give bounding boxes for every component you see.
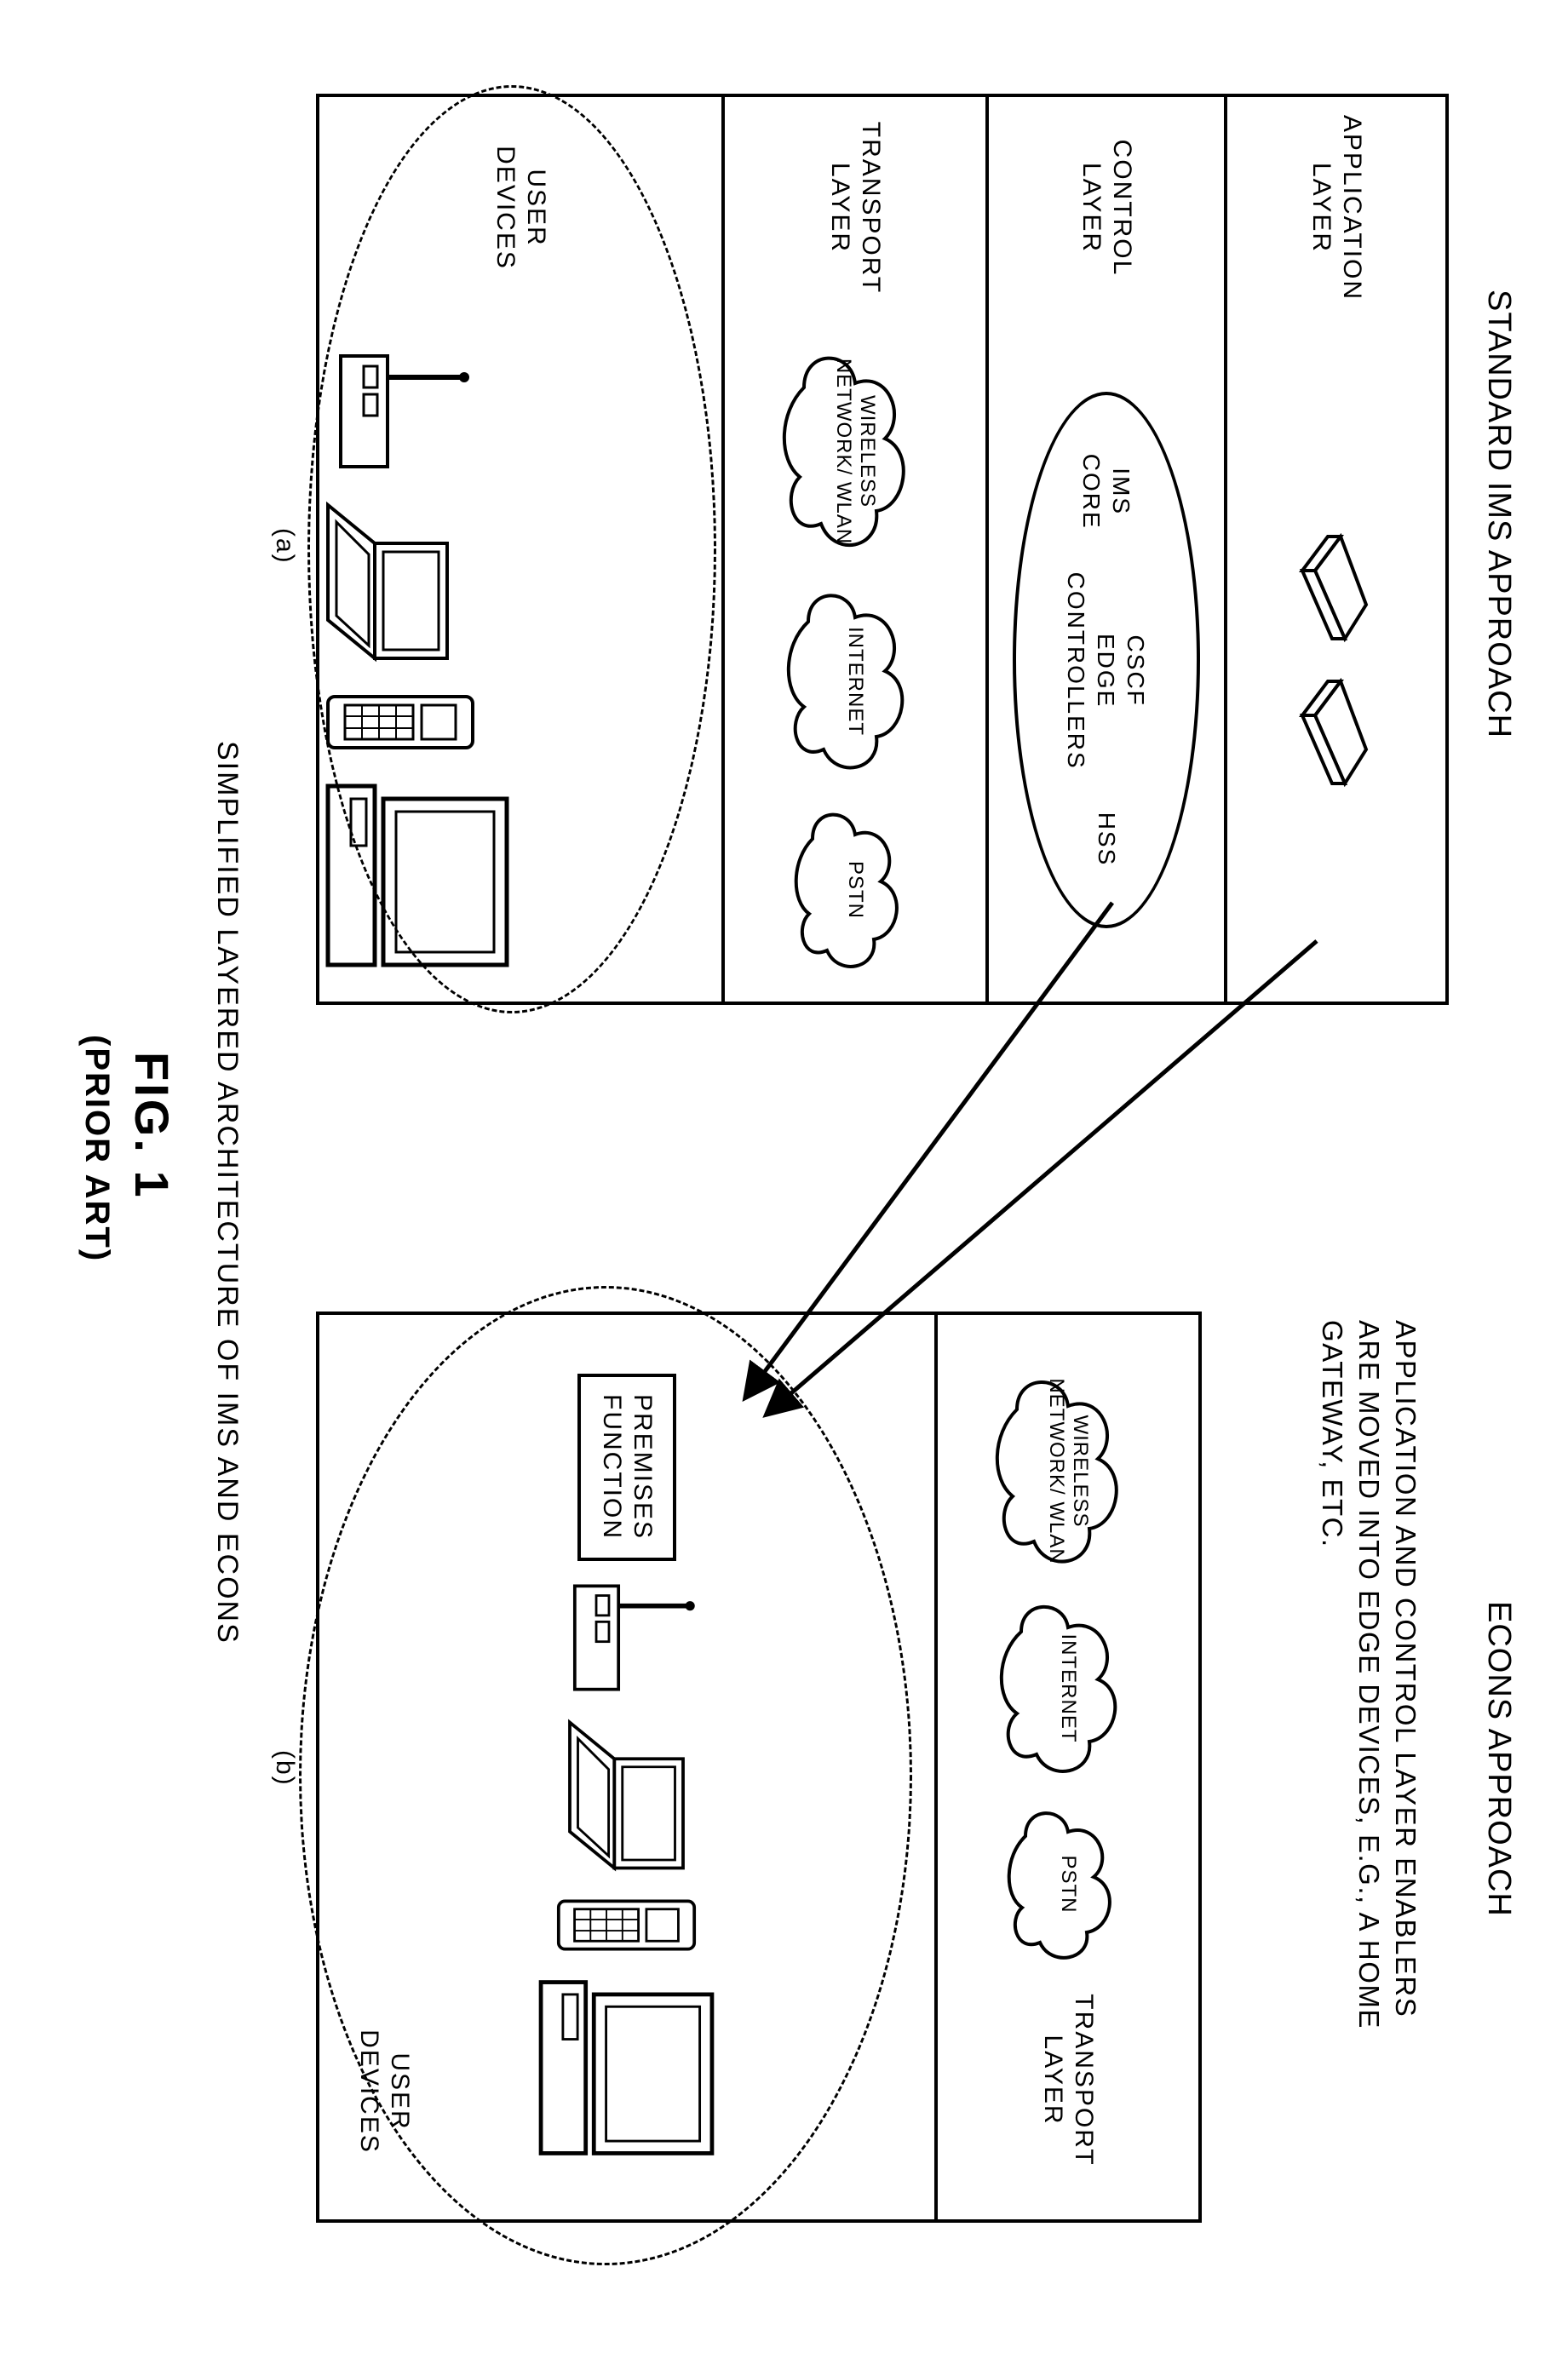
ims-transport-layer: TRANSPORT LAYER WIRELESS NETWORK/ WLAN I… (721, 97, 985, 1002)
desktop-icon (319, 778, 515, 973)
ims-core-edge: EDGE (1092, 572, 1122, 770)
ims-devices (319, 319, 721, 1002)
router-icon (553, 1578, 702, 1697)
laptop-icon (319, 496, 456, 667)
ims-core-l1: IMS (1106, 454, 1136, 530)
layer-label-transport: TRANSPORT LAYER (824, 97, 886, 319)
cloud-pstn: PSTN (787, 801, 923, 979)
router-icon (319, 347, 473, 475)
user-devices-label-left: USER DEVICES (490, 114, 551, 301)
cloud-pstn-r-label: PSTN (1056, 1855, 1080, 1913)
title-econs: ECONS APPROACH (1480, 1601, 1517, 1917)
figure-number: FIG. 1 (124, 1052, 180, 1200)
ims-app-content (1227, 319, 1445, 1002)
ims-core-hss: HSS (1093, 812, 1120, 867)
cloud-internet: INTERNET (778, 579, 932, 783)
ims-core-l2: CORE (1077, 454, 1106, 530)
ims-panel: APPLICATION LAYER CONTROL LAYER (316, 94, 1449, 1005)
laptop-icon (561, 1714, 693, 1876)
econs-devices-content: PREMISES FUNCTION (319, 1315, 934, 2219)
ims-transport-content: WIRELESS NETWORK/ WLAN INTERNET PSTN (725, 319, 985, 1002)
ims-core-oval: IMS CORE CSCF EDGE CONTROLLERS HSS (1013, 392, 1200, 928)
figure-priorart: (PRIOR ART) (78, 1035, 116, 1262)
layer-label-app: APPLICATION LAYER (1306, 97, 1367, 319)
cloud-pstn-label: PSTN (843, 861, 867, 919)
cloud-internet-r: INTERNET (991, 1591, 1145, 1787)
ims-control-content: IMS CORE CSCF EDGE CONTROLLERS HSS (989, 319, 1224, 1002)
ims-devices-layer: USER DEVICES (319, 97, 721, 1002)
phone-icon (549, 1893, 706, 1957)
title-ims: STANDARD IMS APPROACH (1480, 290, 1517, 738)
bottom-caption: SIMPLIFIED LAYERED ARCHITECTURE OF IMS A… (210, 741, 244, 1644)
ims-control-layer: CONTROL LAYER IMS CORE CSCF EDGE CONTROL… (985, 97, 1224, 1002)
server-icon (1298, 528, 1375, 647)
layer-label-control: CONTROL LAYER (1076, 97, 1137, 319)
cloud-wlan-r-label: WIRELESS NETWORK/ WLAN (1044, 1365, 1091, 1578)
ims-app-layer: APPLICATION LAYER (1224, 97, 1445, 1002)
cloud-internet-label: INTERNET (843, 627, 867, 736)
server-icon (1298, 673, 1375, 792)
econs-transport-content: WIRELESS NETWORK/ WLAN INTERNET PSTN TRA… (938, 1315, 1198, 2219)
cloud-pstn-r: PSTN (1000, 1799, 1136, 1970)
ims-core-cscf: CSCF (1122, 572, 1152, 770)
econs-panel: WIRELESS NETWORK/ WLAN INTERNET PSTN TRA… (316, 1312, 1202, 2223)
desktop-icon (531, 1974, 723, 2161)
cloud-wlan-r: WIRELESS NETWORK/ WLAN (987, 1365, 1149, 1578)
cloud-wlan: WIRELESS NETWORK/ WLAN (774, 341, 936, 562)
phone-icon (319, 688, 481, 756)
transport-layer-label-right: TRANSPORT LAYER (1037, 1983, 1099, 2178)
premises-function-box: PREMISES FUNCTION (577, 1374, 676, 1561)
econs-devices-layer: PREMISES FUNCTION (319, 1315, 934, 2219)
cloud-internet-r-label: INTERNET (1056, 1634, 1080, 1743)
figure-canvas: STANDARD IMS APPROACH ECONS APPROACH APP… (0, 0, 1568, 2359)
sublabel-a: (a) (270, 528, 299, 565)
sublabel-b: (b) (270, 1750, 299, 1787)
cloud-wlan-label: WIRELESS NETWORK/ WLAN (831, 341, 878, 562)
explain-text: APPLICATION AND CONTROL LAYER ENABLERS A… (1313, 1320, 1423, 2061)
econs-transport-layer: WIRELESS NETWORK/ WLAN INTERNET PSTN TRA… (934, 1315, 1198, 2219)
ims-core-controllers: CONTROLLERS (1062, 572, 1092, 770)
user-devices-label-right: USER DEVICES (353, 2015, 415, 2168)
